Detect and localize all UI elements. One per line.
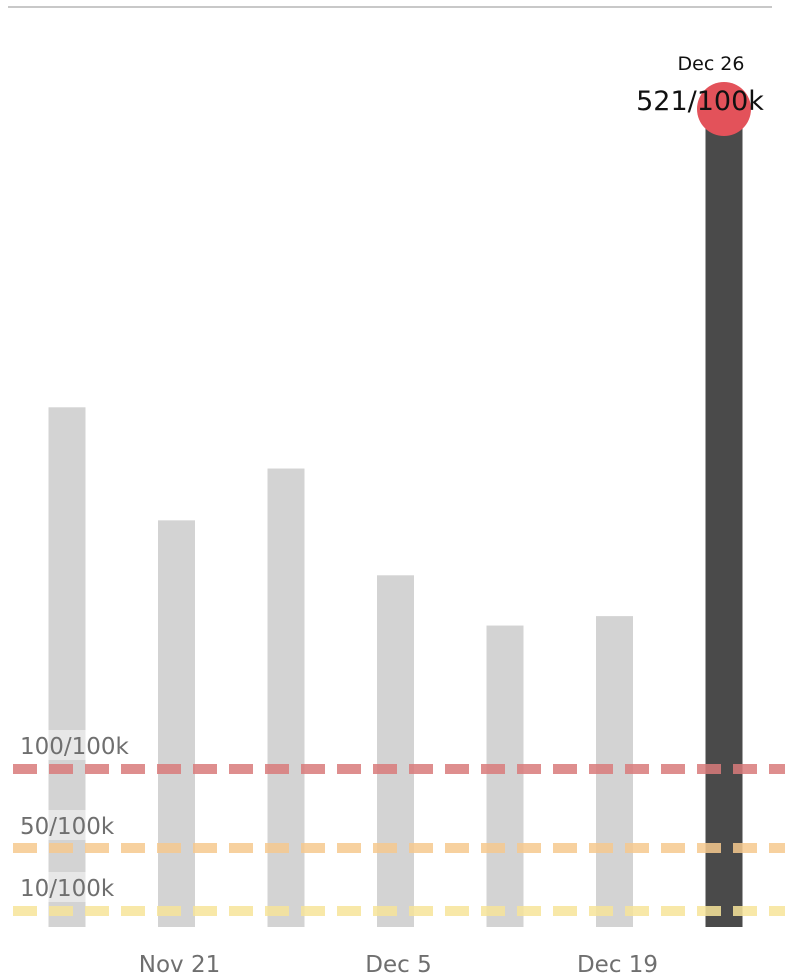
x-tick-nov-21: Nov 21: [139, 952, 220, 976]
reference-label-100: 100/100k: [20, 734, 130, 760]
reference-label-50: 50/100k: [20, 814, 115, 840]
reference-label-backdrop-50: [18, 810, 148, 840]
highlight-value-label: 521/100k: [636, 86, 764, 117]
highlight-callout-group: Dec 26 521/100k: [636, 53, 764, 136]
reference-label-backdrop-100: [18, 730, 148, 760]
bars-group: [48, 108, 743, 928]
highlight-date-label: Dec 26: [678, 53, 745, 75]
bar-dec-26: [705, 108, 743, 927]
bar-dec-5: [377, 575, 414, 927]
x-tick-dec-5: Dec 5: [365, 952, 431, 976]
bar-nov-14: [48, 407, 86, 928]
reference-label-backdrop-10: [18, 872, 148, 902]
highlight-dot: [697, 82, 751, 136]
x-tick-dec-19: Dec 19: [577, 952, 658, 976]
bar-nov-28: [267, 468, 305, 927]
reference-labels-group: 100/100k 50/100k 10/100k: [18, 730, 148, 902]
reference-lines-group: [13, 764, 785, 916]
x-axis-ticks-group: Nov 21 Dec 5 Dec 19: [139, 952, 658, 976]
reference-label-10: 10/100k: [20, 876, 115, 902]
bar-nov-21: [158, 520, 195, 927]
bar-dec-12: [486, 625, 524, 927]
